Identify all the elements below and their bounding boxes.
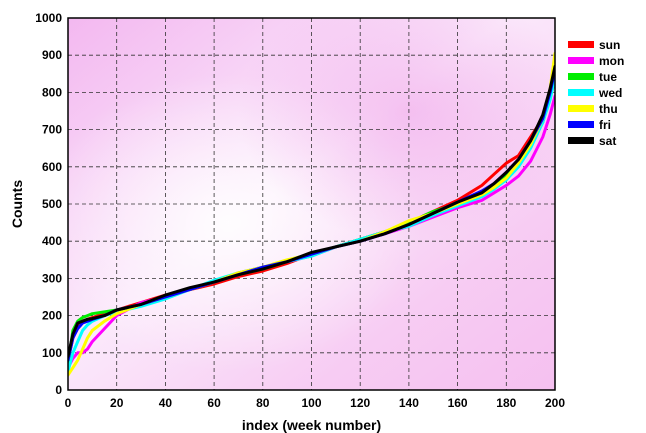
legend-label-sun: sun (599, 38, 620, 52)
x-tick-label: 140 (399, 396, 419, 410)
legend-swatch-tue (568, 73, 594, 80)
y-tick-label: 600 (42, 160, 62, 174)
x-tick-label: 200 (545, 396, 565, 410)
legend-swatch-mon (568, 57, 594, 64)
x-tick-label: 120 (350, 396, 370, 410)
y-axis-title: Counts (9, 180, 25, 228)
y-tick-label: 0 (55, 383, 62, 397)
y-tick-label: 300 (42, 271, 62, 285)
series-line-sat (68, 64, 555, 358)
x-axis-title: index (week number) (242, 417, 381, 433)
y-tick-label: 900 (42, 48, 62, 62)
y-axis-ticks: 0 100 200 300 400 500 600 700 800 900 1000 (35, 11, 62, 397)
x-tick-label: 20 (110, 396, 124, 410)
x-axis-ticks: 0 20 40 60 80 100 120 140 160 180 200 (65, 396, 566, 410)
y-tick-label: 700 (42, 123, 62, 137)
y-tick-label: 800 (42, 85, 62, 99)
y-tick-label: 100 (42, 346, 62, 360)
legend: sun mon tue wed thu fri sat (568, 38, 624, 148)
legend-label-thu: thu (599, 102, 618, 116)
y-tick-label: 500 (42, 197, 62, 211)
x-tick-label: 180 (496, 396, 516, 410)
x-tick-label: 60 (207, 396, 221, 410)
y-tick-label: 1000 (35, 11, 62, 25)
legend-label-sat: sat (599, 134, 616, 148)
x-tick-label: 0 (65, 396, 72, 410)
x-tick-label: 80 (256, 396, 270, 410)
legend-label-wed: wed (598, 86, 622, 100)
x-tick-label: 40 (159, 396, 173, 410)
legend-swatch-fri (568, 121, 594, 128)
legend-swatch-sun (568, 41, 594, 48)
x-tick-label: 100 (301, 396, 321, 410)
plot-frame (67, 17, 556, 391)
legend-label-fri: fri (599, 118, 611, 132)
legend-swatch-sat (568, 137, 594, 144)
legend-label-tue: tue (599, 70, 617, 84)
legend-swatch-wed (568, 89, 594, 96)
series-lines (68, 51, 555, 377)
y-tick-label: 200 (42, 309, 62, 323)
legend-swatch-thu (568, 105, 594, 112)
legend-label-mon: mon (599, 54, 624, 68)
y-tick-label: 400 (42, 234, 62, 248)
x-tick-label: 160 (448, 396, 468, 410)
